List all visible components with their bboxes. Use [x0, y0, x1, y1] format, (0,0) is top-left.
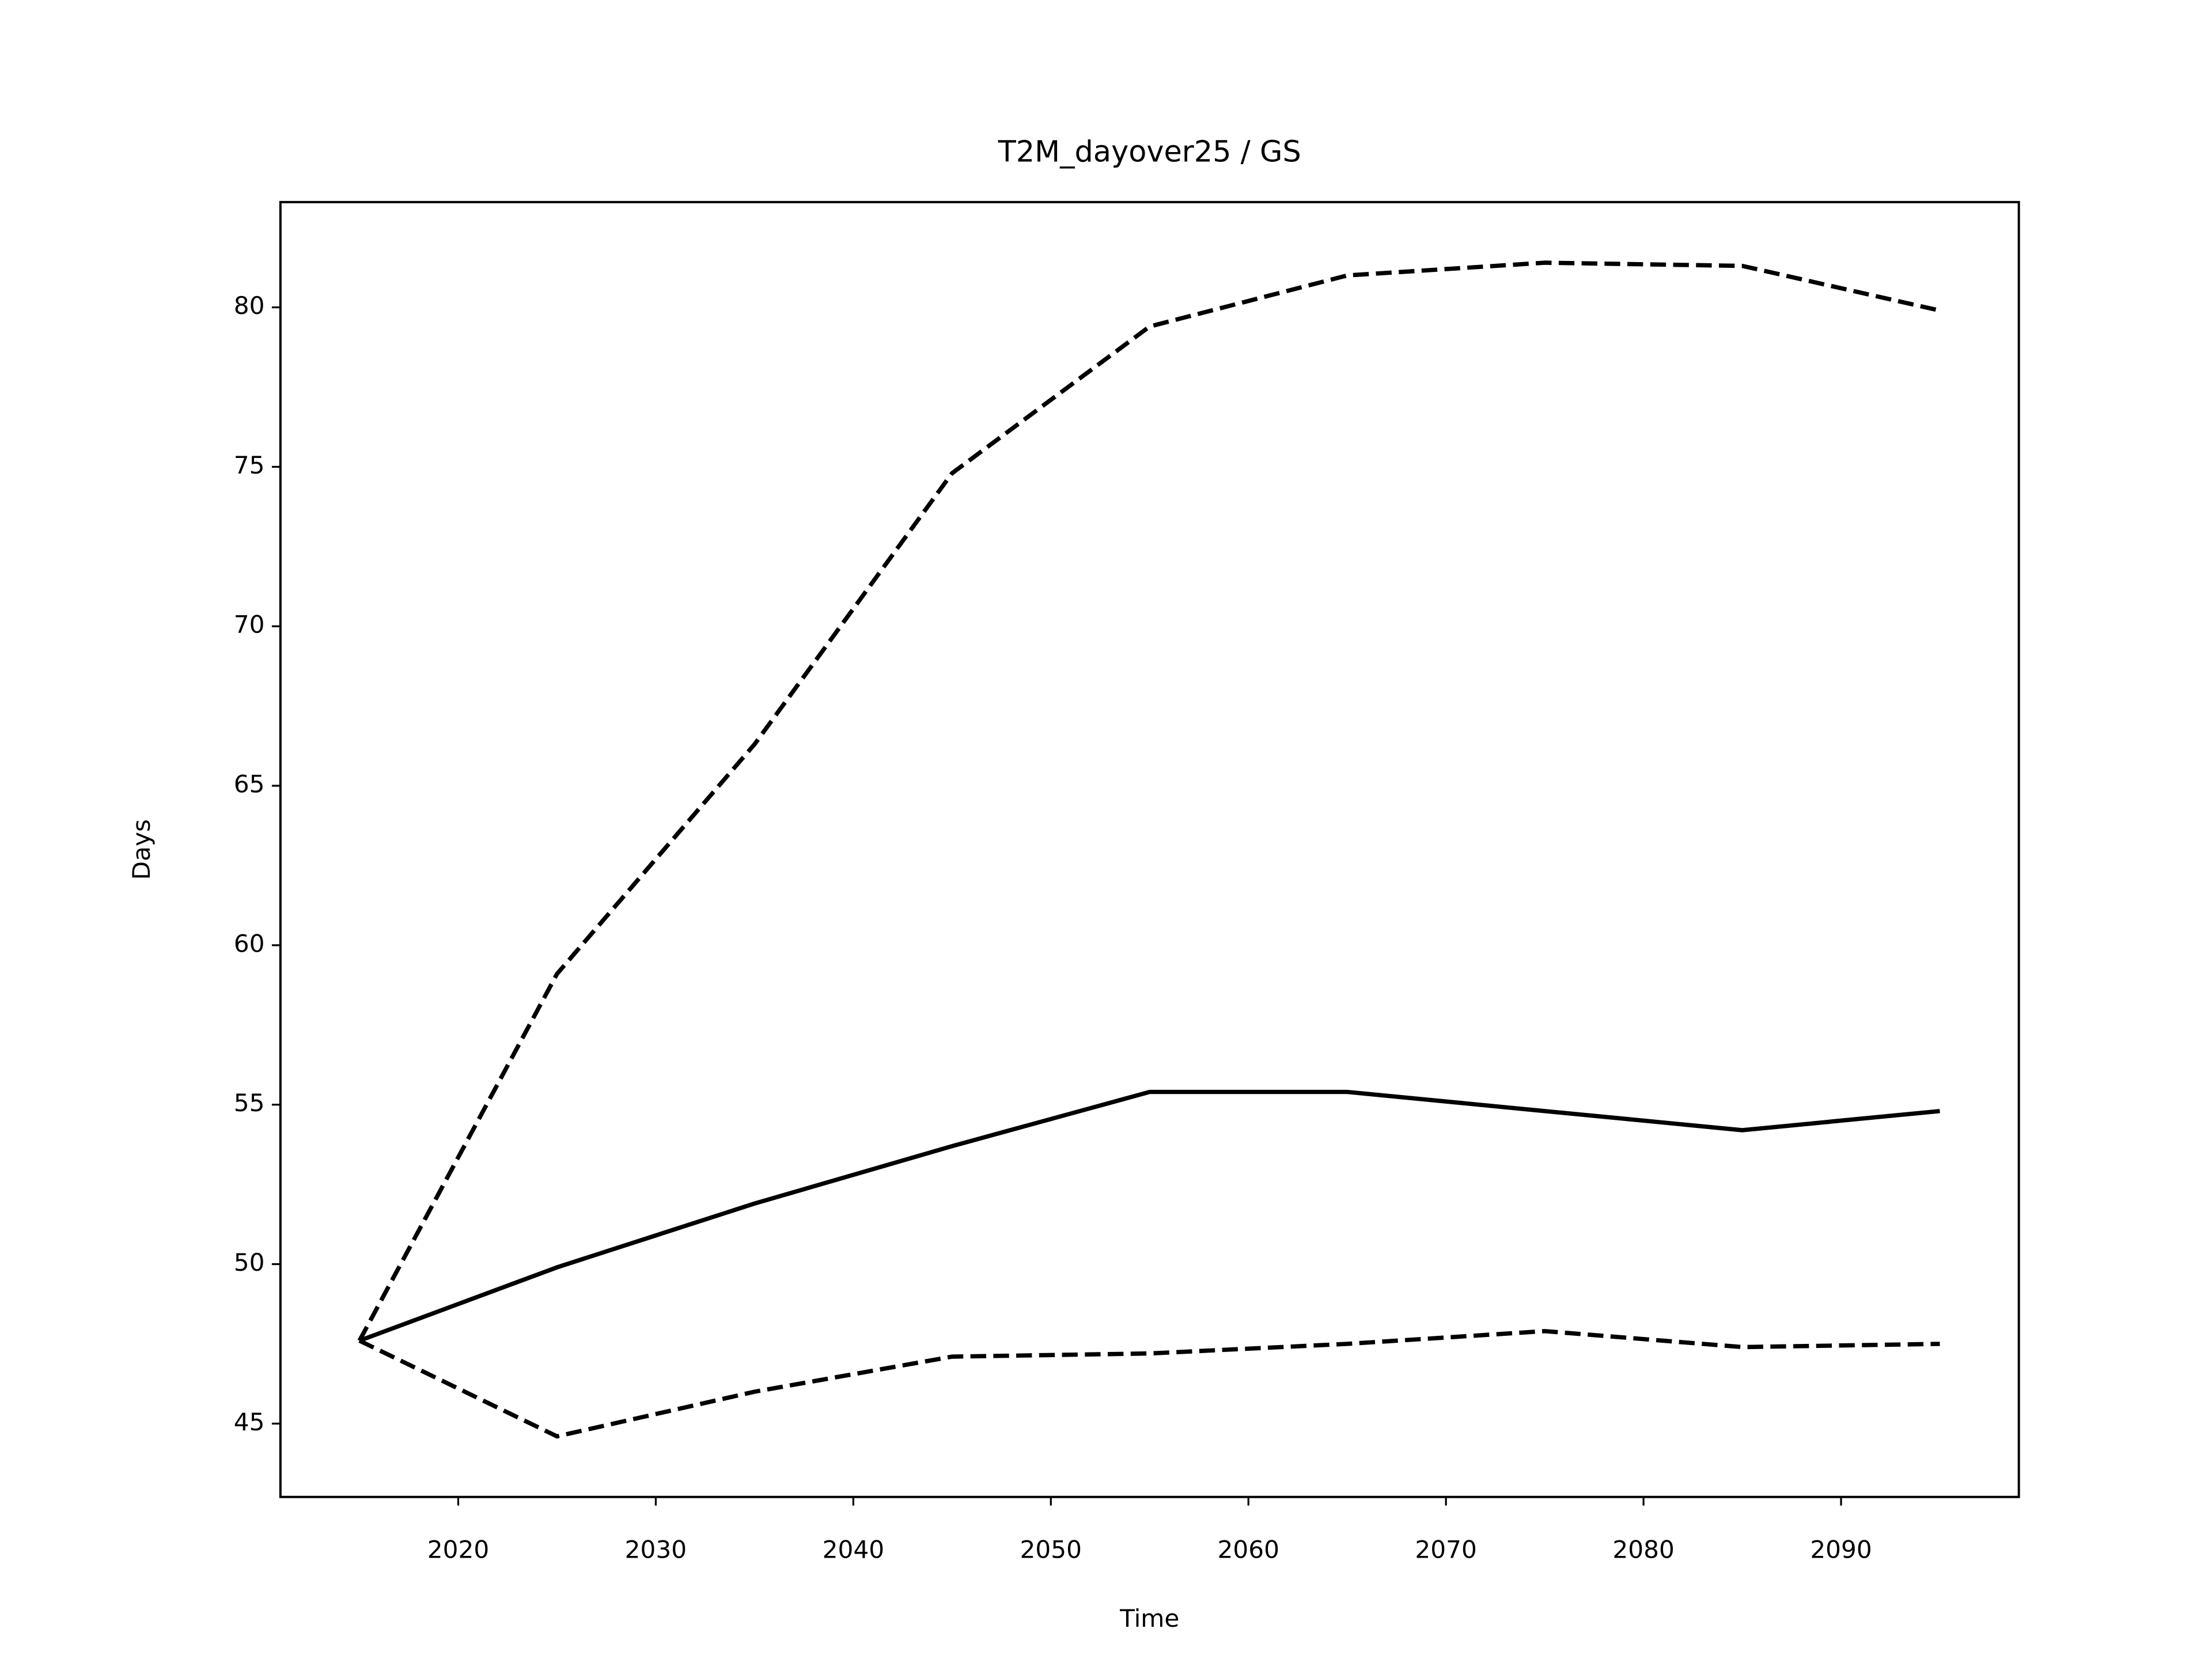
plot-frame — [279, 200, 2020, 1498]
y-tick-label: 60 — [234, 929, 265, 957]
y-axis-label: Days — [127, 819, 156, 880]
y-tick-label: 70 — [234, 611, 265, 639]
y-tick-label: 65 — [234, 770, 265, 798]
x-tick-label: 2050 — [1020, 1536, 1082, 1564]
x-axis-label: Time — [1119, 1604, 1179, 1633]
y-tick-label: 50 — [234, 1248, 265, 1277]
x-tick-label: 2090 — [1810, 1536, 1872, 1564]
line-series — [358, 1089, 1940, 1343]
x-tick-label: 2080 — [1612, 1536, 1674, 1564]
x-tick-label: 2020 — [427, 1536, 489, 1564]
y-tick-label: 55 — [234, 1089, 265, 1117]
chart-title: T2M_dayover25 / GS — [998, 135, 1301, 169]
x-tick-label: 2030 — [625, 1536, 687, 1564]
line-series — [357, 260, 1941, 1342]
x-tick-label: 2060 — [1217, 1536, 1279, 1564]
x-tick-label: 2070 — [1415, 1536, 1476, 1564]
y-tick-label: 75 — [234, 451, 265, 479]
y-tick-label: 45 — [234, 1408, 265, 1436]
line-series — [358, 1329, 1940, 1439]
x-tick-label: 2040 — [823, 1536, 884, 1564]
y-tick-label: 80 — [234, 291, 265, 320]
